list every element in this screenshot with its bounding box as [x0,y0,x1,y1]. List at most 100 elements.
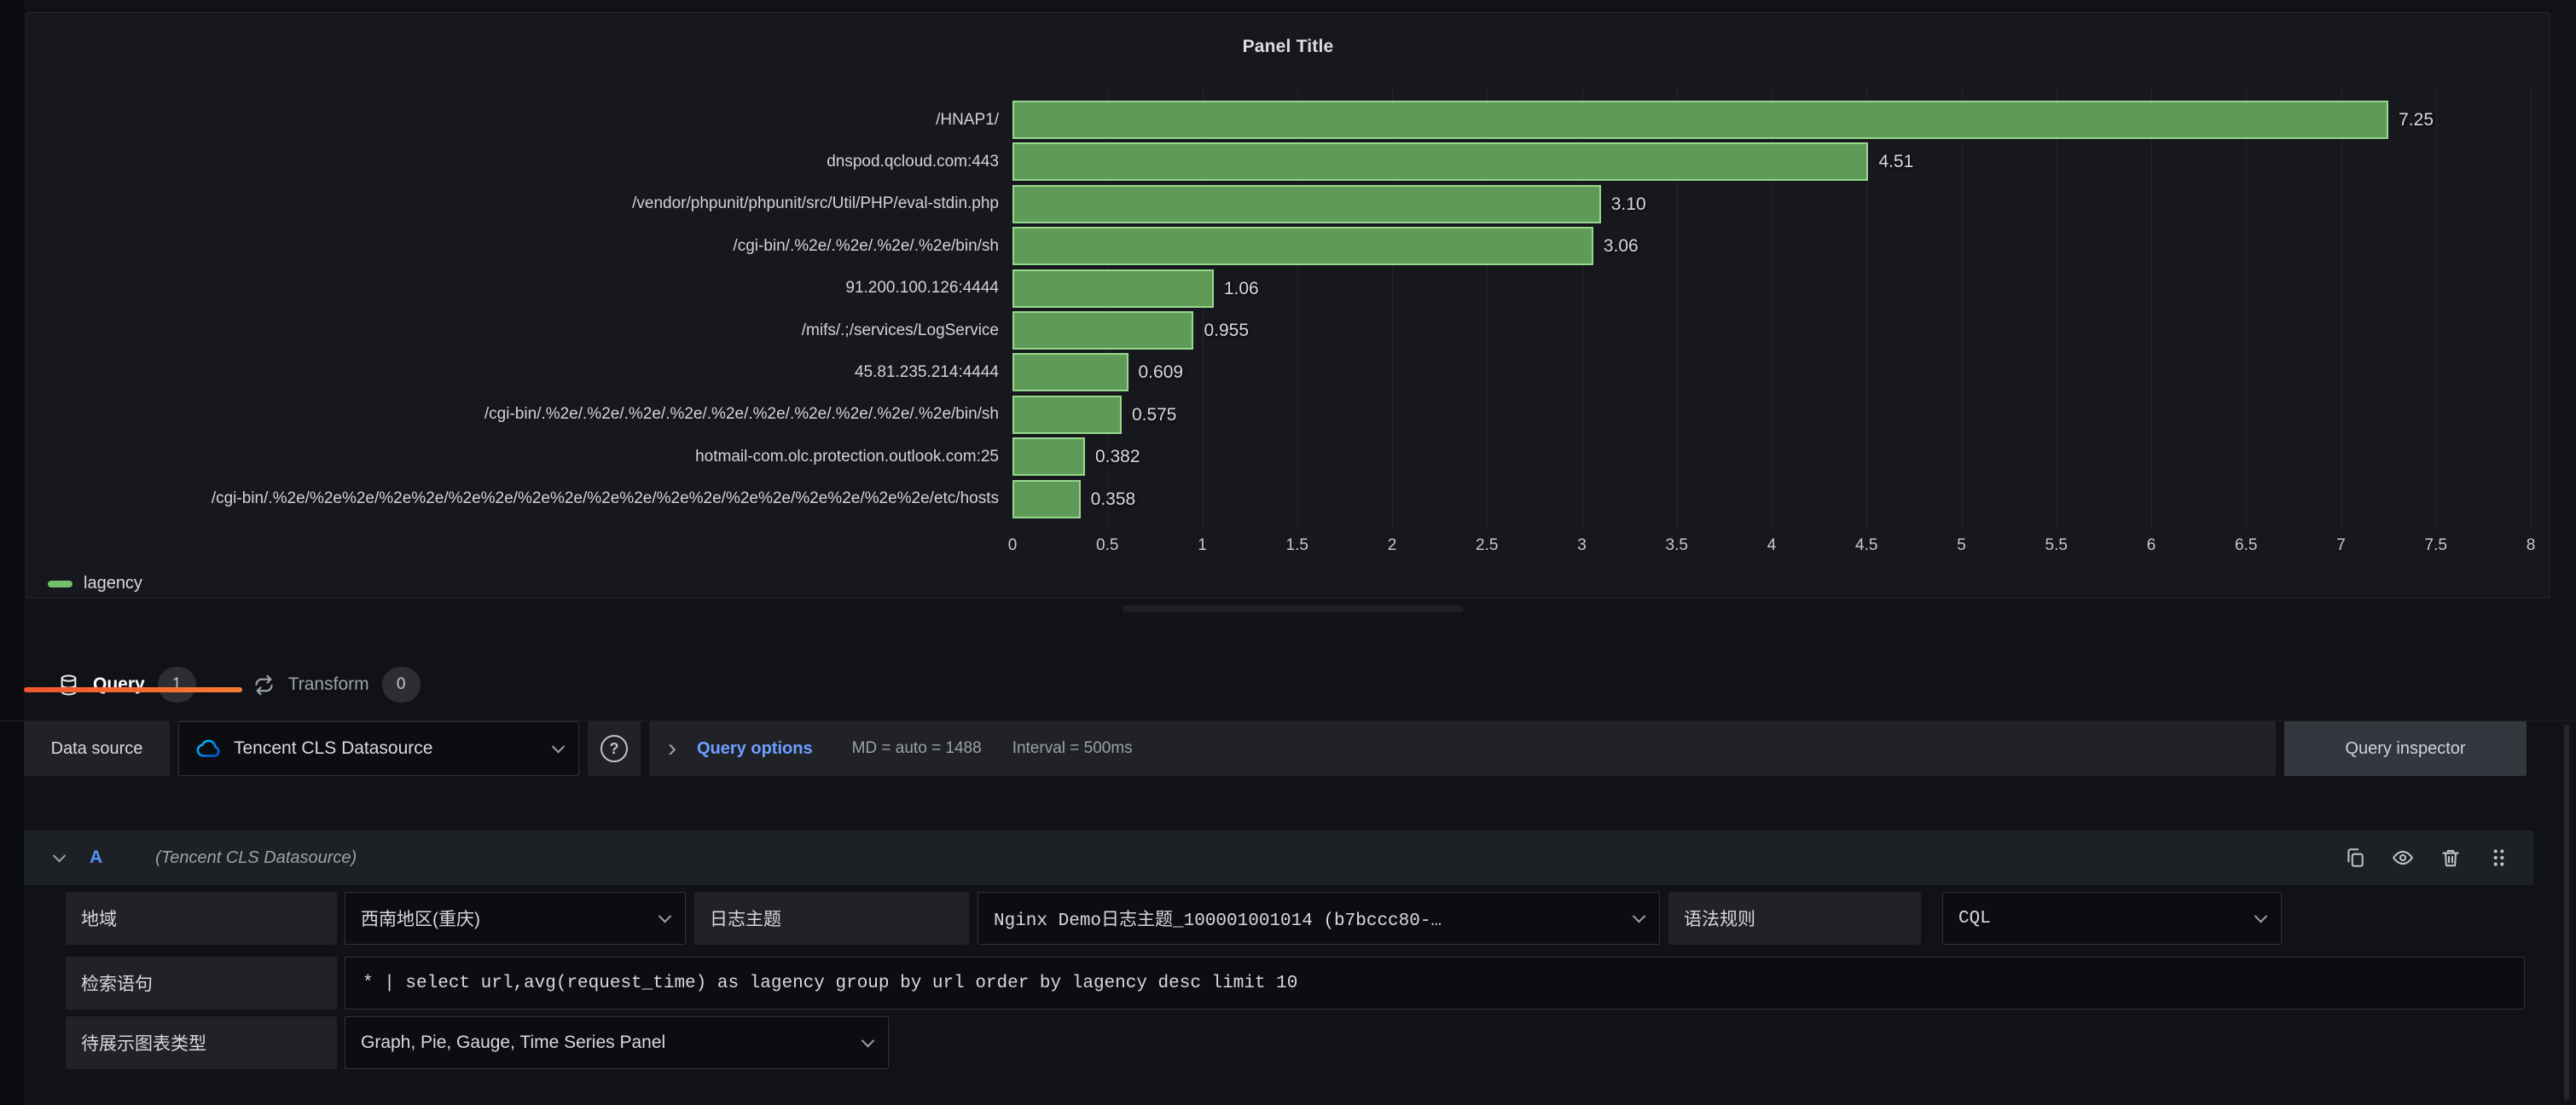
legend-label: lagency [84,574,142,593]
pane-edge [0,0,24,1105]
x-axis-tick: 4.5 [1828,536,1905,555]
tab-query-count-badge: 1 [158,667,196,703]
legend-item-lagency[interactable]: lagency [48,574,142,593]
bar-value: 7.25 [2399,101,2434,139]
bar-label: /cgi-bin/.%2e/%2e%2e/%2e%2e/%2e%2e/%2e%2… [33,480,999,518]
chart-type-label: 待展示图表类型 [66,1016,337,1069]
tab-query[interactable]: Query 1 [24,655,222,714]
x-axis-tick: 0.5 [1069,536,1146,555]
panel-title: Panel Title [26,37,2550,57]
active-tab-indicator [24,687,242,692]
syntax-rule-select-value: CQL [1958,909,2256,929]
bar [1012,227,1593,265]
bar-label: /cgi-bin/.%2e/.%2e/.%2e/.%2e/.%2e/.%2e/.… [33,396,999,434]
chevron-down-icon [659,909,672,923]
x-axis-tick: 2.5 [1448,536,1525,555]
gridline [2531,88,2532,528]
datasource-picker[interactable]: Tencent CLS Datasource [178,721,579,776]
bar-value: 0.382 [1095,437,1140,476]
bar-label: dnspod.qcloud.com:443 [33,142,999,181]
x-axis-tick: 1.5 [1259,536,1336,555]
panel-resize-handle[interactable] [1123,605,1464,612]
help-icon: ? [600,735,628,762]
duplicate-query-icon[interactable] [2344,847,2366,869]
log-topic-select[interactable]: Nginx Demo日志主题_100001001014 (b7bccc80-… [978,892,1660,945]
chevron-down-icon [862,1033,875,1047]
gridline [2151,88,2152,528]
bar [1012,353,1128,391]
query-field-row-3: 待展示图表类型 Graph, Pie, Gauge, Time Series P… [66,1016,889,1069]
x-axis-tick: 0 [974,536,1051,555]
scrollbar-thumb[interactable] [2564,725,2569,1100]
datasource-label: Data source [24,721,170,776]
bar-value: 0.955 [1204,311,1249,350]
syntax-rule-label: 语法规则 [1668,892,1921,945]
bar-label: /HNAP1/ [33,101,999,139]
editor-tabbar: Query 1 Transform 0 [24,655,421,714]
tab-transform[interactable]: Transform 0 [252,655,421,714]
region-select[interactable]: 西南地区(重庆) [345,892,686,945]
datasource-picker-value: Tencent CLS Datasource [234,738,542,759]
bar [1012,185,1601,223]
query-field-row-2: 检索语句 [66,957,2525,1010]
gridline [2436,88,2437,528]
region-label: 地域 [66,892,337,945]
bar [1012,480,1081,518]
log-topic-label: 日志主题 [694,892,969,945]
interval-stat: Interval = 500ms [1012,739,1133,758]
delete-query-icon[interactable] [2440,847,2462,869]
bar-value: 3.06 [1604,227,1639,265]
bar [1012,101,2388,139]
x-axis-tick: 5.5 [2018,536,2095,555]
query-options-link[interactable]: Query options [697,739,813,759]
bar-value: 0.609 [1139,353,1184,391]
bar-label: /cgi-bin/.%2e/.%2e/.%2e/.%2e/bin/sh [33,227,999,265]
bar-label: /mifs/.;/services/LogService [33,311,999,350]
bar-label: hotmail-com.olc.protection.outlook.com:2… [33,437,999,476]
bar-value: 3.10 [1611,185,1646,223]
grafana-panel-editor: Panel Title 00.511.522.533.544.555.566.5… [0,0,2576,1105]
chart-panel: Panel Title 00.511.522.533.544.555.566.5… [26,12,2550,599]
toggle-visibility-icon[interactable] [2392,847,2414,869]
syntax-rule-select[interactable]: CQL [1942,892,2282,945]
bar-label: 45.81.235.214:4444 [33,353,999,391]
chart-type-select-value: Graph, Pie, Gauge, Time Series Panel [361,1033,863,1053]
database-icon [57,674,80,697]
bar [1012,396,1122,434]
collapse-chevron-icon[interactable] [53,848,67,862]
chart-type-select[interactable]: Graph, Pie, Gauge, Time Series Panel [345,1016,889,1069]
x-axis-tick: 5 [1923,536,2000,555]
chevron-down-icon [1633,909,1646,923]
transform-icon [252,674,276,697]
search-statement-input[interactable] [345,957,2525,1010]
x-axis-tick: 6.5 [2208,536,2284,555]
legend-swatch [48,581,73,587]
x-axis-tick: 7 [2303,536,2380,555]
datasource-help-button[interactable]: ? [588,721,641,776]
x-axis-tick: 3.5 [1639,536,1715,555]
bar [1012,142,1868,181]
bar-label: 91.200.100.126:4444 [33,269,999,308]
region-select-value: 西南地区(重庆) [361,905,660,931]
query-inspector-button[interactable]: Query inspector [2284,721,2527,776]
x-axis-tick: 3 [1544,536,1621,555]
bar [1012,269,1214,308]
query-toolbar: Data source Tencent CLS Datasource ? › Q… [24,721,2527,776]
tab-transform-count-badge: 0 [382,667,421,703]
query-datasource-hint: (Tencent CLS Datasource) [155,848,357,868]
drag-handle-icon[interactable] [2487,847,2509,869]
gridline [2341,88,2342,528]
gridline [2246,88,2247,528]
query-ref-id[interactable]: A [90,848,102,868]
query-row-actions [2344,847,2533,869]
bar-value: 0.575 [1132,396,1177,434]
x-axis-tick: 4 [1733,536,1810,555]
gridline [1962,88,1963,528]
x-axis-tick: 8 [2492,536,2550,555]
query-row-header[interactable]: A (Tencent CLS Datasource) [24,830,2533,885]
x-axis-tick: 7.5 [2398,536,2474,555]
x-axis-tick: 1 [1164,536,1241,555]
tab-transform-label: Transform [288,674,369,695]
log-topic-select-value: Nginx Demo日志主题_100001001014 (b7bccc80-… [994,905,1634,931]
angle-right-icon[interactable]: › [668,723,676,774]
